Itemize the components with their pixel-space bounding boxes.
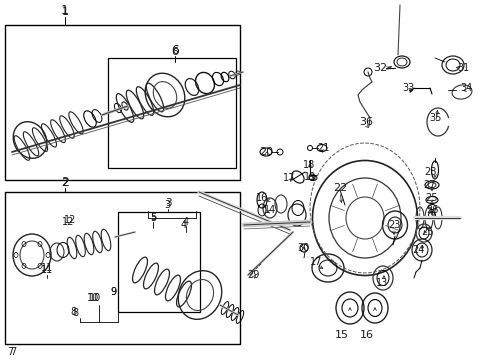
Text: 11: 11 [41, 263, 53, 273]
Text: 31: 31 [456, 63, 468, 73]
Text: 17: 17 [309, 257, 322, 267]
Text: 1: 1 [61, 4, 69, 17]
Text: 16: 16 [359, 330, 373, 340]
Text: 13: 13 [375, 278, 387, 288]
Text: 3: 3 [164, 198, 171, 208]
Text: 1: 1 [61, 7, 68, 17]
Text: 25: 25 [421, 227, 433, 237]
Text: 10: 10 [89, 293, 101, 303]
Text: 6: 6 [171, 44, 179, 57]
Text: 8: 8 [72, 308, 78, 318]
Text: 16: 16 [255, 193, 267, 203]
Text: 29: 29 [246, 270, 259, 280]
Text: 11: 11 [41, 265, 53, 275]
Text: 23: 23 [387, 220, 399, 230]
Text: 9: 9 [110, 287, 116, 297]
Bar [5, 192, 240, 344]
Text: 10: 10 [87, 293, 99, 303]
Text: 12: 12 [61, 217, 74, 227]
Text: 22: 22 [332, 183, 346, 193]
Text: 26: 26 [425, 205, 437, 215]
Text: 4: 4 [181, 220, 187, 230]
Text: 14: 14 [264, 205, 276, 215]
Bar [118, 212, 200, 312]
Text: 18: 18 [302, 160, 314, 170]
Text: 20: 20 [259, 147, 272, 157]
Text: 2: 2 [61, 178, 68, 188]
Text: 34: 34 [459, 83, 471, 93]
Text: 30: 30 [296, 243, 308, 253]
Text: 21: 21 [316, 143, 328, 153]
Text: 17: 17 [282, 173, 295, 183]
Text: 33: 33 [401, 83, 413, 93]
Text: 8: 8 [70, 307, 76, 317]
Bar [5, 25, 240, 180]
Text: 15: 15 [334, 330, 348, 340]
Text: 32: 32 [372, 63, 386, 73]
Text: 5: 5 [149, 213, 156, 223]
Text: 36: 36 [358, 117, 372, 127]
Text: 28: 28 [423, 167, 435, 177]
Text: 35: 35 [428, 113, 440, 123]
Text: 6: 6 [171, 47, 178, 57]
Text: 25: 25 [425, 193, 437, 203]
Text: 24: 24 [411, 245, 423, 255]
Text: 4: 4 [183, 217, 189, 227]
Text: 19: 19 [303, 172, 315, 182]
Text: 27: 27 [423, 180, 435, 190]
Text: 12: 12 [63, 215, 76, 225]
Text: 7: 7 [7, 347, 13, 357]
Text: 3: 3 [163, 200, 170, 210]
Text: 5: 5 [149, 212, 156, 222]
Text: 9: 9 [110, 287, 116, 297]
Bar [108, 58, 236, 168]
Text: 7: 7 [10, 347, 16, 357]
Text: 2: 2 [61, 175, 69, 189]
